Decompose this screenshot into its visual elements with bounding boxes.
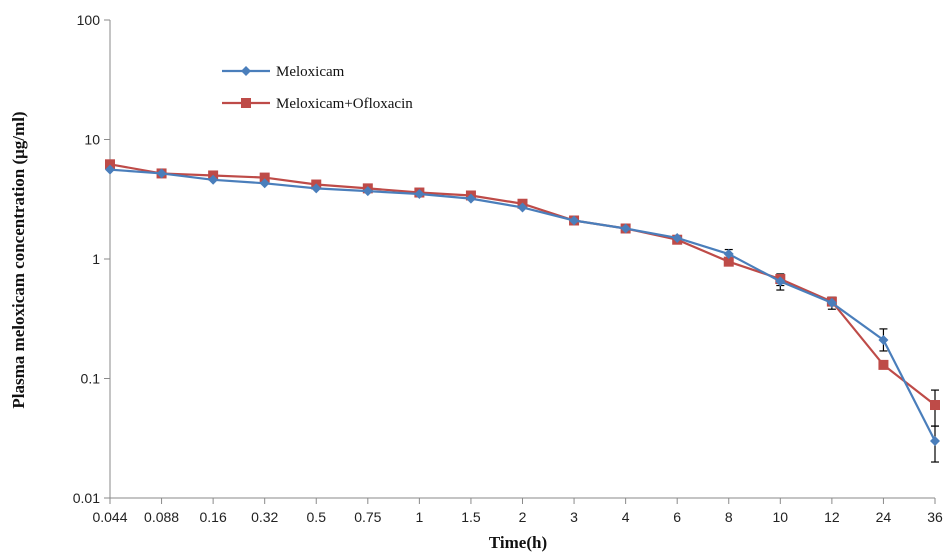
x-tick-label: 6 [673, 509, 681, 525]
axes [104, 19, 936, 504]
data-point [259, 172, 270, 183]
x-tick-label: 1.5 [461, 509, 481, 525]
x-tick-label: 10 [773, 509, 789, 525]
y-tick-label: 0.1 [81, 371, 101, 387]
data-point [723, 256, 734, 267]
data-point [775, 276, 786, 287]
series-group [105, 159, 940, 446]
x-tick-label: 0.044 [92, 509, 127, 525]
x-tick-label: 2 [519, 509, 527, 525]
data-point [105, 159, 115, 170]
x-tick-label: 0.088 [144, 509, 179, 525]
data-point [569, 215, 580, 226]
legend-marker [241, 66, 251, 76]
y-tick-label: 10 [84, 132, 100, 148]
x-tick-label: 12 [824, 509, 840, 525]
data-point [930, 435, 940, 446]
y-tick-label: 1 [92, 251, 100, 267]
data-point [930, 400, 940, 411]
data-point [259, 178, 270, 189]
data-point [723, 249, 734, 260]
legend-label: Meloxicam+Ofloxacin [276, 96, 413, 112]
error-bars [724, 248, 939, 463]
x-tick-label: 3 [570, 509, 578, 525]
data-point [465, 193, 476, 204]
data-point [208, 174, 219, 185]
x-tick-label: 8 [725, 509, 733, 525]
data-point [517, 202, 528, 213]
series-meloxicam-ofloxacin [105, 159, 940, 411]
data-point [620, 223, 631, 234]
data-point [362, 186, 373, 197]
x-tick-label: 1 [415, 509, 423, 525]
y-tick-label: 100 [77, 12, 101, 28]
legend-label: Meloxicam [276, 64, 345, 80]
y-tick-label: 0.01 [73, 490, 100, 506]
x-axis-title: Time(h) [489, 533, 547, 552]
x-tick-label: 0.16 [200, 509, 227, 525]
x-tick-label: 4 [622, 509, 630, 525]
x-tick-label: 0.5 [307, 509, 327, 525]
data-point [156, 168, 167, 179]
x-tick-label: 0.32 [251, 509, 278, 525]
series-meloxicam [105, 164, 940, 446]
data-point [826, 297, 837, 308]
legend-marker [241, 98, 251, 108]
data-point [311, 183, 322, 194]
data-point [878, 334, 889, 345]
data-point [105, 164, 115, 175]
data-point [414, 188, 425, 199]
legend: Meloxicam Meloxicam+Ofloxacin [222, 64, 413, 112]
x-tick-label: 24 [876, 509, 892, 525]
tick-labels: 0.01 0.1 1 10 100 0.044 0.088 0.16 0.32 0.5 0.75 1 1… [73, 12, 943, 525]
x-tick-label: 0.75 [354, 509, 381, 525]
y-axis-title: Plasma meloxicam concentration (μg/ml) [9, 111, 28, 408]
x-tick-label: 36 [927, 509, 943, 525]
data-point [878, 359, 889, 370]
data-point [672, 232, 683, 243]
